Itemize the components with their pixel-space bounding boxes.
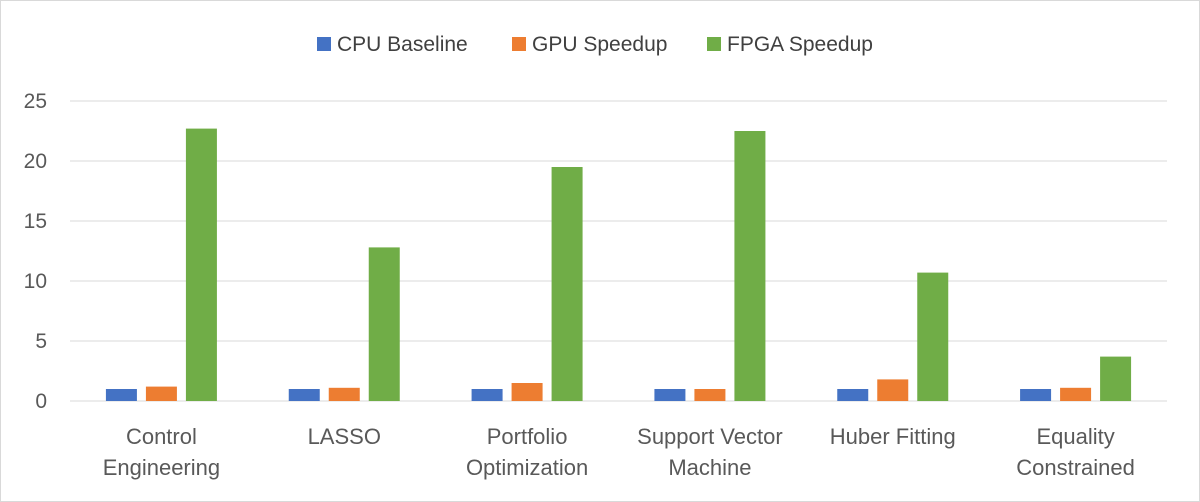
y-tick-label: 25 (24, 90, 47, 113)
x-category-label: Portfolio (487, 424, 568, 449)
bar-gpu-speedup (145, 386, 177, 401)
bar-gpu-speedup (694, 389, 726, 401)
bar-fpga-speedup (1100, 356, 1132, 401)
x-category-label: Control (126, 424, 197, 449)
bars (105, 128, 1132, 401)
x-category-label: LASSO (308, 424, 381, 449)
legend: CPU Baseline GPU Speedup FPGA Speedup (317, 33, 873, 56)
legend-label: FPGA Speedup (727, 33, 873, 56)
bar-fpga-speedup (185, 128, 217, 401)
legend-swatch (317, 37, 331, 51)
y-axis: 0 5 10 15 20 25 (24, 90, 47, 413)
bar-gpu-speedup (1060, 387, 1092, 401)
bar-gpu-speedup (877, 379, 909, 401)
bar-cpu-baseline (105, 389, 137, 401)
gridlines (70, 100, 1167, 402)
bar-cpu-baseline (654, 389, 686, 401)
legend-label: GPU Speedup (532, 33, 667, 56)
bar-fpga-speedup (917, 272, 949, 401)
y-tick-label: 15 (24, 210, 47, 233)
x-axis: Control Engineering LASSO Portfolio Optimiza… (103, 424, 1135, 480)
bar-gpu-speedup (328, 387, 360, 401)
bar-cpu-baseline (1020, 389, 1052, 401)
bar-cpu-baseline (288, 389, 320, 401)
legend-swatch (707, 37, 721, 51)
bar-fpga-speedup (368, 247, 400, 401)
bar-gpu-speedup (511, 383, 543, 401)
legend-label: CPU Baseline (337, 33, 468, 56)
x-category-label: Huber Fitting (830, 424, 956, 449)
y-tick-label: 5 (35, 330, 47, 353)
x-category-label: Optimization (466, 455, 588, 480)
bar-cpu-baseline (837, 389, 869, 401)
x-category-label: Support Vector (637, 424, 783, 449)
y-tick-label: 10 (24, 270, 47, 293)
legend-swatch (512, 37, 526, 51)
bar-fpga-speedup (734, 131, 766, 401)
x-category-label: Constrained (1016, 455, 1135, 480)
bar-cpu-baseline (471, 389, 503, 401)
x-category-label: Engineering (103, 455, 220, 480)
y-tick-label: 20 (24, 150, 47, 173)
bar-fpga-speedup (551, 167, 583, 401)
y-tick-label: 0 (35, 390, 47, 413)
x-category-label: Machine (668, 455, 751, 480)
x-category-label: Equality (1036, 424, 1114, 449)
